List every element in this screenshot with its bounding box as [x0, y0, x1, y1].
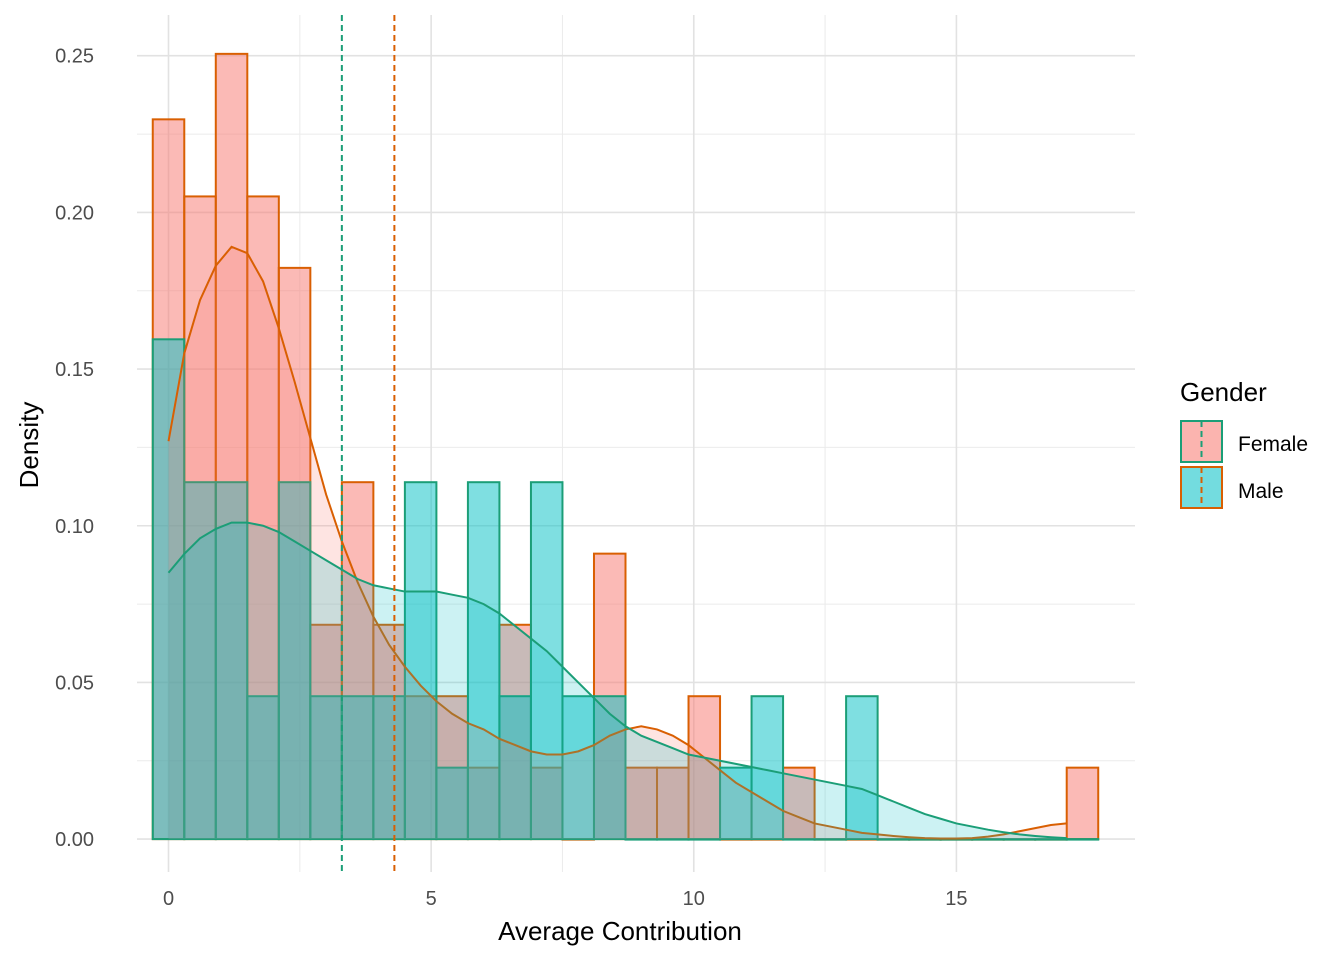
legend: Gender Female Male — [1180, 377, 1308, 509]
legend-label-female: Female — [1238, 433, 1308, 456]
histogram-bar-male-27 — [1002, 838, 1037, 841]
x-axis-title: Average Contribution — [498, 916, 742, 946]
y-tick-label-4: 0.20 — [55, 202, 94, 224]
histogram-bar-male-21 — [813, 838, 848, 841]
y-tick-labels: 0.00 0.05 0.10 0.15 0.20 0.25 — [55, 46, 94, 851]
density-line-male — [167, 521, 1067, 840]
histogram-bar-male-11 — [498, 695, 532, 841]
histogram-bar-male-29 — [1065, 838, 1100, 841]
histogram-bar-male-15 — [624, 838, 659, 841]
histogram-bar-female-17 — [687, 695, 722, 841]
mean-lines — [340, 15, 396, 872]
histogram-bar-male-0 — [151, 338, 186, 841]
y-tick-label-1: 0.05 — [55, 672, 94, 694]
y-tick-label-3: 0.15 — [55, 359, 94, 381]
x-tick-label-1: 5 — [426, 888, 437, 910]
histogram-bar-male-1 — [183, 481, 217, 841]
histogram-bar-male-28 — [1034, 838, 1068, 841]
histogram-bar-male-22 — [845, 695, 879, 841]
density-area-female — [168, 246, 1067, 840]
histogram-bar-male-17 — [687, 838, 722, 841]
x-tick-label-3: 15 — [945, 888, 967, 910]
histogram-bar-male-23 — [876, 838, 911, 841]
y-tick-label-5: 0.25 — [55, 46, 94, 68]
histogram-bar-female-20 — [782, 766, 816, 841]
y-tick-label-0: 0.00 — [55, 829, 94, 851]
histogram-bar-male-8 — [403, 481, 438, 841]
histogram-bar-male-3 — [246, 695, 280, 841]
y-tick-label-2: 0.10 — [55, 516, 94, 538]
histogram-bar-male-5 — [309, 695, 343, 841]
histogram-bar-female-29 — [1065, 766, 1100, 841]
histogram-bar-male-13 — [561, 695, 595, 841]
histogram-bar-male-9 — [435, 766, 469, 841]
density-area-male — [168, 522, 1067, 840]
histogram-bar-male-16 — [656, 838, 690, 841]
histogram-bar-male-20 — [782, 838, 816, 841]
y-axis-title: Density — [14, 402, 44, 489]
legend-key-male — [1180, 466, 1223, 509]
male-histogram-bars — [151, 338, 1100, 841]
density-areas — [167, 245, 1067, 840]
histogram-bar-male-10 — [466, 481, 501, 841]
legend-label-male: Male — [1238, 480, 1284, 503]
x-tick-label-2: 10 — [683, 888, 705, 910]
x-tick-labels: 0 5 10 15 — [163, 888, 968, 910]
histogram-bar-male-2 — [214, 481, 249, 841]
histogram-bar-male-18 — [719, 766, 753, 841]
histogram-bar-male-14 — [592, 695, 627, 841]
histogram-bar-male-26 — [971, 838, 1005, 841]
legend-title: Gender — [1180, 377, 1267, 407]
density-line-female — [167, 245, 1067, 840]
legend-key-female — [1180, 420, 1223, 463]
x-tick-label-0: 0 — [163, 888, 174, 910]
